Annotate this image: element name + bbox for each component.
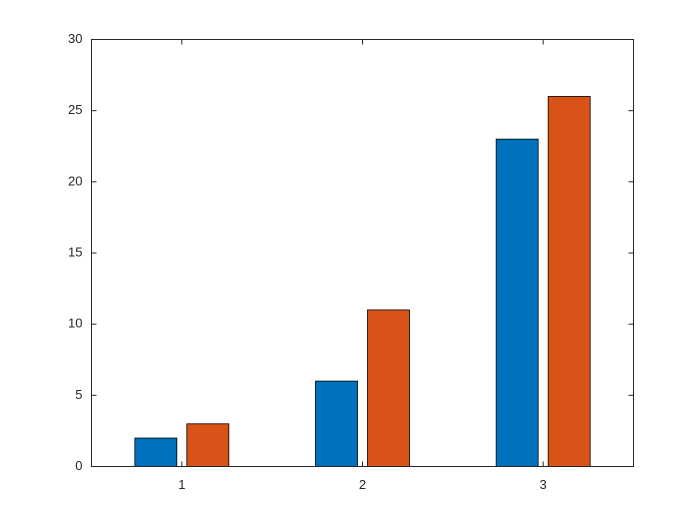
plot-area [134,96,591,467]
y-tick-label: 20 [68,173,82,188]
x-tick-label: 2 [359,477,366,492]
y-tick-label: 5 [75,387,82,402]
bar [495,138,539,467]
y-tick-label: 10 [68,316,82,331]
bar [367,309,410,467]
bar [315,380,358,467]
y-tick-label: 25 [68,102,82,117]
x-tick-label: 3 [540,477,547,492]
y-tick-label: 30 [68,31,82,46]
bar [547,96,591,467]
y-tick-label: 0 [75,458,82,473]
y-tick-label: 15 [68,244,82,259]
bar [186,423,230,467]
bar [134,437,178,467]
x-tick-label: 1 [178,477,185,492]
